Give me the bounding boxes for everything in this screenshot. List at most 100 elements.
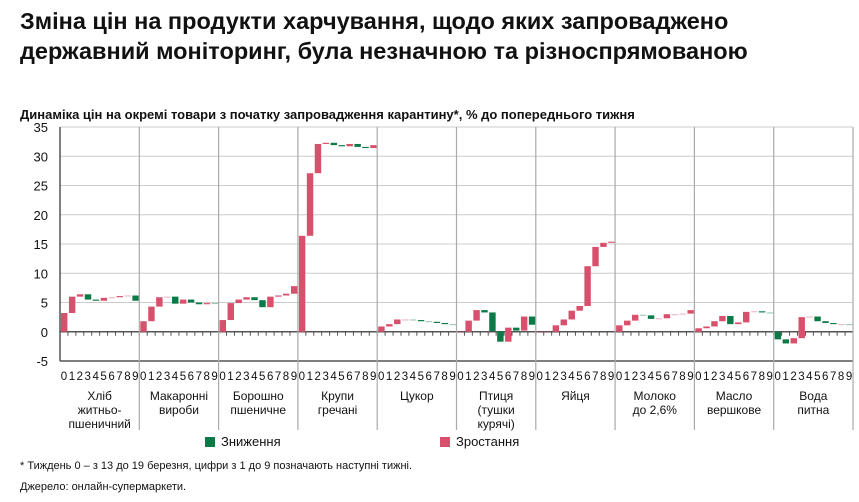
week-label: 7 — [275, 371, 281, 383]
week-label: 5 — [100, 371, 106, 383]
bar-increase — [687, 310, 694, 314]
week-label: 3 — [85, 371, 91, 383]
bar-increase — [370, 145, 377, 149]
week-label: 5 — [576, 371, 582, 383]
bar-increase — [61, 313, 68, 332]
bar-decrease — [830, 322, 837, 325]
week-label: 5 — [735, 371, 741, 383]
week-label: 7 — [830, 371, 836, 383]
bar-increase — [663, 314, 671, 319]
week-label: 1 — [386, 371, 392, 383]
bar-increase — [394, 319, 401, 325]
bar-decrease — [449, 324, 456, 326]
category-label: курячі) — [478, 417, 515, 431]
category-label: житньо- — [78, 403, 122, 417]
week-label: 8 — [204, 371, 210, 383]
bar-increase — [76, 294, 84, 297]
bar-increase — [719, 315, 726, 322]
bar-increase — [100, 297, 108, 301]
bar-increase — [267, 296, 274, 308]
week-label: 9 — [291, 371, 297, 383]
week-label: 5 — [497, 371, 503, 383]
bar-decrease — [647, 315, 655, 319]
week-label: 5 — [180, 371, 186, 383]
bar-increase — [790, 338, 797, 344]
week-label: 2 — [394, 371, 400, 383]
week-label: 2 — [315, 371, 321, 383]
bar-decrease — [814, 316, 821, 322]
week-label: 4 — [648, 371, 655, 383]
bar-decrease — [774, 331, 782, 340]
week-label: 1 — [227, 371, 233, 383]
y-tick-label: 0 — [41, 325, 48, 340]
week-label: 2 — [711, 371, 717, 383]
week-label: 1 — [465, 371, 471, 383]
bar-decrease — [528, 316, 536, 325]
week-label: 7 — [196, 371, 202, 383]
bar-increase — [742, 311, 750, 323]
bar-increase — [552, 325, 560, 332]
week-label: 7 — [592, 371, 598, 383]
week-label: 4 — [251, 371, 258, 383]
bar-increase — [219, 320, 227, 332]
bar-decrease — [433, 321, 441, 323]
legend-decrease-label: Зниження — [221, 434, 281, 449]
week-label: 5 — [814, 371, 820, 383]
week-label: 9 — [370, 371, 376, 383]
bar-decrease — [211, 303, 219, 305]
bar-decrease — [489, 312, 496, 332]
week-label: 7 — [513, 371, 519, 383]
bar-increase — [386, 324, 393, 327]
bar-increase — [750, 311, 758, 313]
week-label: 4 — [727, 371, 734, 383]
week-label: 1 — [544, 371, 550, 383]
week-label: 0 — [140, 371, 146, 383]
bar-increase — [703, 326, 710, 329]
bar-decrease — [251, 297, 258, 301]
bar-increase — [148, 306, 155, 322]
bar-decrease — [417, 320, 425, 322]
week-label: 8 — [521, 371, 527, 383]
bar-increase — [298, 235, 306, 332]
week-label: 9 — [211, 371, 217, 383]
week-label: 4 — [410, 371, 417, 383]
week-label: 2 — [156, 371, 162, 383]
chart-subtitle: Динаміка цін на окремі товари з початку … — [20, 107, 635, 122]
week-label: 3 — [640, 371, 646, 383]
category-label: Птиця — [479, 389, 513, 403]
week-label: 7 — [354, 371, 360, 383]
bar-increase — [235, 299, 242, 304]
bar-decrease — [822, 321, 829, 323]
bar-decrease — [758, 311, 766, 313]
category-label: Молоко — [634, 389, 677, 403]
week-label: 9 — [767, 371, 773, 383]
week-label: 2 — [632, 371, 638, 383]
bar-increase — [108, 297, 116, 299]
week-label: 6 — [743, 371, 749, 383]
bar-increase — [346, 143, 353, 147]
week-label: 9 — [846, 371, 852, 383]
week-label: 4 — [489, 371, 496, 383]
bar-decrease — [497, 331, 504, 342]
bar-increase — [631, 314, 639, 321]
bar-increase — [711, 321, 718, 327]
y-tick-label: 30 — [34, 149, 48, 164]
week-label: 6 — [188, 371, 194, 383]
week-label: 7 — [433, 371, 439, 383]
category-label: вироби — [159, 403, 199, 417]
bar-decrease — [441, 322, 449, 325]
week-label: 0 — [537, 371, 543, 383]
week-label: 7 — [751, 371, 757, 383]
bar-increase — [290, 286, 298, 294]
category-label: питна — [797, 403, 829, 417]
week-label: 8 — [283, 371, 289, 383]
week-label: 6 — [584, 371, 590, 383]
bar-decrease — [354, 143, 361, 147]
week-label: 0 — [774, 371, 780, 383]
y-tick-label: 20 — [34, 208, 48, 223]
source-note: Джерело: онлайн-супермаркети. — [20, 481, 187, 493]
week-label: 9 — [687, 371, 693, 383]
category-label: Макаронні — [150, 389, 208, 403]
y-tick-label: 10 — [34, 266, 48, 281]
bar-increase — [203, 303, 211, 305]
